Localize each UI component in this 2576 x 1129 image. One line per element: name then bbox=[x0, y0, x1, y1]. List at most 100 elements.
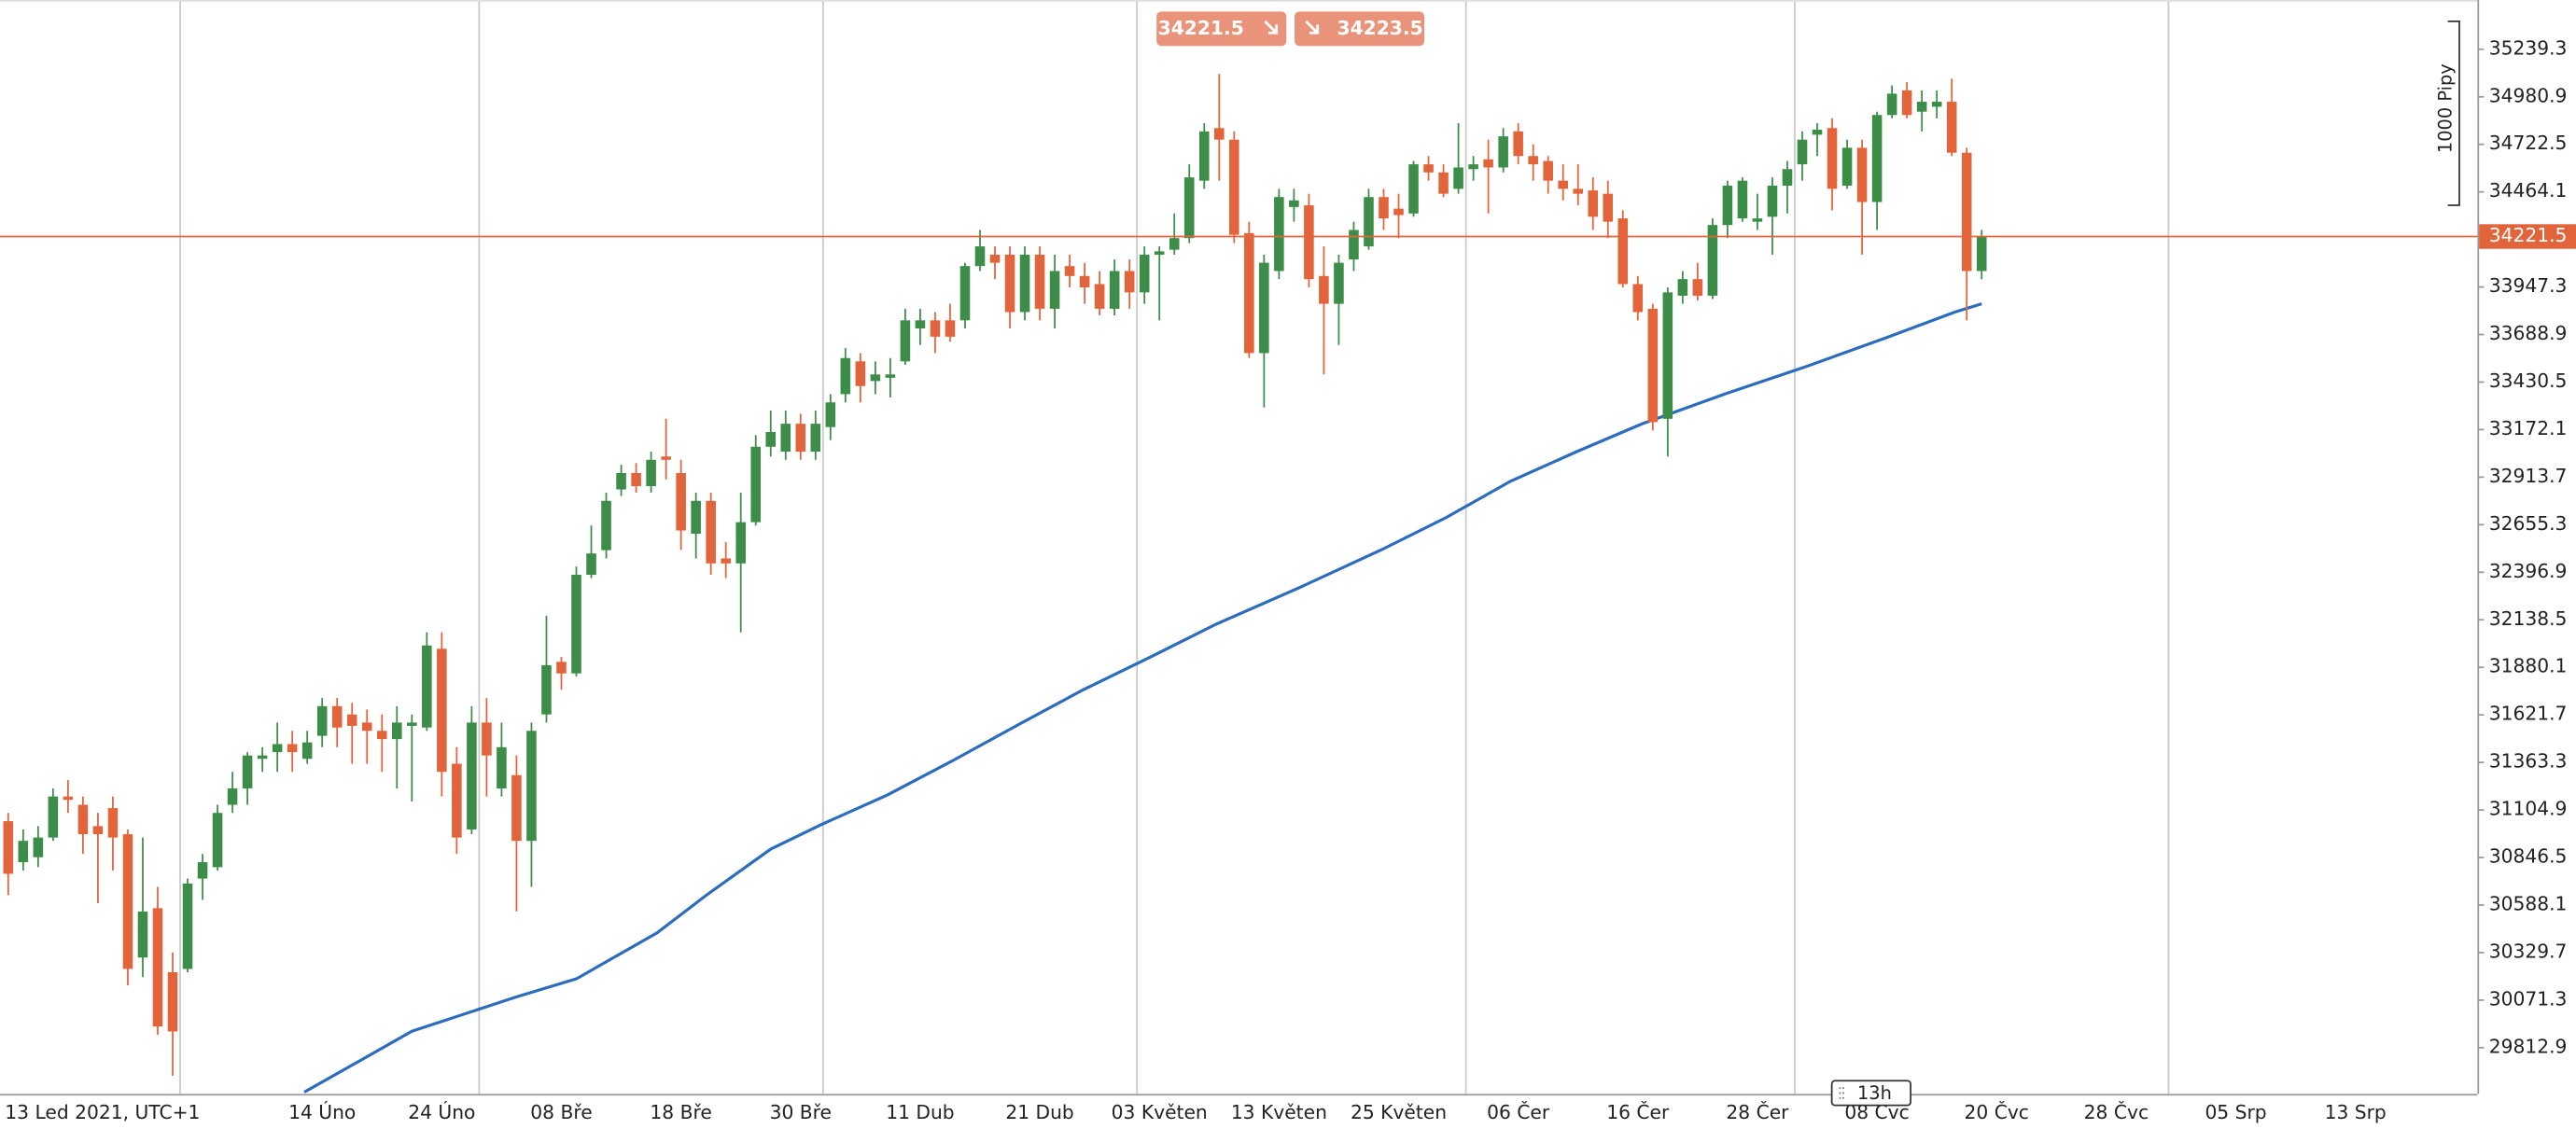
grid bbox=[179, 0, 2170, 1094]
candle-body bbox=[706, 500, 716, 564]
candle-body bbox=[870, 374, 881, 382]
sell-price[interactable]: 34221.5 bbox=[1158, 17, 1244, 39]
x-tick-label: 05 Srp bbox=[2205, 1101, 2266, 1123]
candle-body bbox=[541, 664, 552, 715]
y-tick-label: 32913.7 bbox=[2489, 465, 2568, 487]
candle-body bbox=[1004, 254, 1015, 313]
candle-body bbox=[1154, 251, 1165, 255]
sell-button[interactable]: 34221.5 bbox=[1156, 11, 1287, 47]
candle-body bbox=[272, 744, 283, 753]
x-tick-label: 13 Květen bbox=[1231, 1101, 1327, 1123]
x-tick-label: 03 Květen bbox=[1112, 1101, 1208, 1123]
candle-body bbox=[974, 246, 986, 267]
candle-body bbox=[1438, 172, 1449, 194]
candle-body bbox=[750, 446, 762, 523]
candle-body bbox=[1632, 284, 1644, 313]
candle-body bbox=[1931, 102, 1942, 107]
candle-body bbox=[1259, 262, 1269, 354]
x-tick-label: 08 Bře bbox=[530, 1101, 592, 1123]
x-tick-label: 13 Led 2021, UTC+1 bbox=[5, 1101, 200, 1123]
candle-body bbox=[1856, 147, 1868, 202]
x-tick-label: 21 Dub bbox=[1005, 1101, 1073, 1123]
y-tick-label: 30588.1 bbox=[2489, 892, 2568, 914]
candle-body bbox=[77, 804, 89, 835]
candle-body bbox=[1603, 193, 1614, 222]
candle-body bbox=[1139, 254, 1150, 293]
sell-arrow bbox=[1264, 20, 1279, 35]
x-tick-label: 08 Čvc bbox=[1844, 1101, 1909, 1123]
y-tick-label: 29812.9 bbox=[2489, 1035, 2568, 1057]
buy-button-bg[interactable] bbox=[1295, 11, 1425, 47]
candle-body bbox=[1019, 254, 1030, 313]
x-tick-label: 20 Čvc bbox=[1965, 1101, 2029, 1123]
candle-body bbox=[1901, 90, 1912, 116]
y-tick-label: 32396.9 bbox=[2489, 560, 2568, 582]
candle-body bbox=[1976, 236, 1987, 272]
candle-body bbox=[1573, 188, 1584, 194]
candle-body bbox=[825, 402, 836, 427]
candle-body bbox=[1274, 197, 1284, 272]
candle-body bbox=[1827, 128, 1838, 189]
y-tick-label: 33947.3 bbox=[2489, 274, 2568, 297]
candle-body bbox=[1588, 190, 1599, 217]
x-tick-label: 25 Květen bbox=[1351, 1101, 1447, 1123]
candle-body bbox=[661, 456, 671, 460]
candle-body bbox=[407, 722, 417, 726]
buy-button[interactable]: 34223.5 bbox=[1295, 11, 1425, 47]
candle-body bbox=[616, 472, 626, 490]
candle-body bbox=[257, 755, 268, 760]
axes: 29812.9 30071.3 30329.7 30588.1 30846.5 31104… bbox=[5, 36, 2576, 1123]
candle-body bbox=[1797, 139, 1808, 165]
candle-body bbox=[497, 746, 507, 788]
candle-body bbox=[631, 472, 641, 486]
candle-body bbox=[1707, 225, 1718, 296]
pip-label: 1000 Pipy bbox=[2434, 63, 2456, 153]
candle-body bbox=[227, 788, 238, 805]
x-tick-label: 28 Čvc bbox=[2084, 1101, 2149, 1123]
candle-body bbox=[18, 841, 29, 863]
buy-arrow bbox=[1305, 20, 1320, 35]
y-tick-label: 35239.3 bbox=[2489, 36, 2568, 59]
candle-body bbox=[107, 808, 119, 838]
candle-body bbox=[331, 705, 343, 728]
candle-body bbox=[945, 320, 956, 337]
y-tick-label: 33172.1 bbox=[2489, 417, 2568, 439]
candle-body bbox=[1169, 238, 1180, 250]
candle-body bbox=[1379, 197, 1389, 219]
x-tick-label: 18 Bře bbox=[650, 1101, 711, 1123]
candle-body bbox=[915, 320, 926, 329]
countdown-frame bbox=[1830, 1080, 1911, 1107]
x-tick-label: 30 Bře bbox=[770, 1101, 832, 1123]
candle-body bbox=[1423, 164, 1434, 173]
countdown-grip bbox=[1839, 1087, 1844, 1099]
candle-body bbox=[721, 558, 731, 564]
candle-body bbox=[959, 266, 971, 321]
candle-body bbox=[467, 722, 477, 829]
candle-body bbox=[1244, 232, 1254, 354]
last-price-label: 34221.5 bbox=[2489, 224, 2568, 246]
sell-button-bg[interactable] bbox=[1156, 11, 1287, 47]
candle-body bbox=[1752, 218, 1763, 222]
candle-body bbox=[1319, 275, 1329, 304]
candle-body bbox=[48, 796, 59, 838]
candle-body bbox=[840, 357, 851, 395]
x-tick-label: 16 Čer bbox=[1606, 1101, 1670, 1123]
y-tick-label: 31104.9 bbox=[2489, 798, 2568, 820]
candle-body bbox=[182, 883, 193, 969]
candle-body bbox=[242, 755, 253, 788]
pip-bracket bbox=[2447, 21, 2460, 206]
candle-body bbox=[900, 320, 911, 362]
candle-body bbox=[1871, 115, 1883, 202]
candle-body bbox=[287, 744, 298, 753]
y-tick-label: 34722.5 bbox=[2489, 132, 2568, 154]
candle-body bbox=[376, 731, 387, 740]
buy-price[interactable]: 34223.5 bbox=[1337, 17, 1422, 39]
candle-body bbox=[1408, 164, 1419, 214]
y-tick-label: 30846.5 bbox=[2489, 845, 2568, 868]
y-tick-label: 31880.1 bbox=[2489, 655, 2568, 677]
candle-body bbox=[1453, 167, 1463, 189]
candle-body bbox=[482, 722, 492, 756]
y-tick-label: 31363.3 bbox=[2489, 750, 2568, 773]
y-tick-label: 34980.9 bbox=[2489, 84, 2568, 106]
